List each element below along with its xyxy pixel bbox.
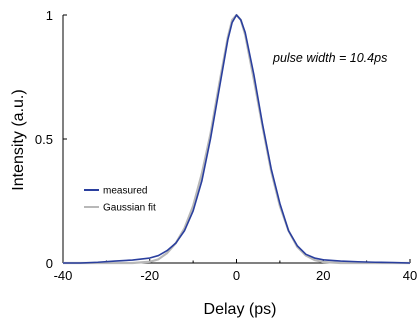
legend-label: Gaussian fit [103,203,156,214]
pulse-width-annotation: pulse width = 10.4ps [272,51,387,65]
plot-area: -40 -20 0 20 40 0 0.5 1 measured Gaussian fit [35,8,417,283]
y-tick-label: 1 [46,8,53,23]
x-tick-label: 20 [316,268,330,283]
x-tick-label: -40 [54,268,73,283]
x-tick-label: 0 [233,268,240,283]
y-tick-label: 0.5 [35,132,53,147]
series-line-measured [63,14,411,264]
y-tick-label: 0 [46,256,53,271]
y-axis-title: Intensity (a.u.) [10,89,27,190]
legend-label: measured [103,186,147,197]
x-tick-label: 40 [403,268,417,283]
x-tick-label: -20 [140,268,159,283]
x-axis-title: Delay (ps) [204,301,277,318]
